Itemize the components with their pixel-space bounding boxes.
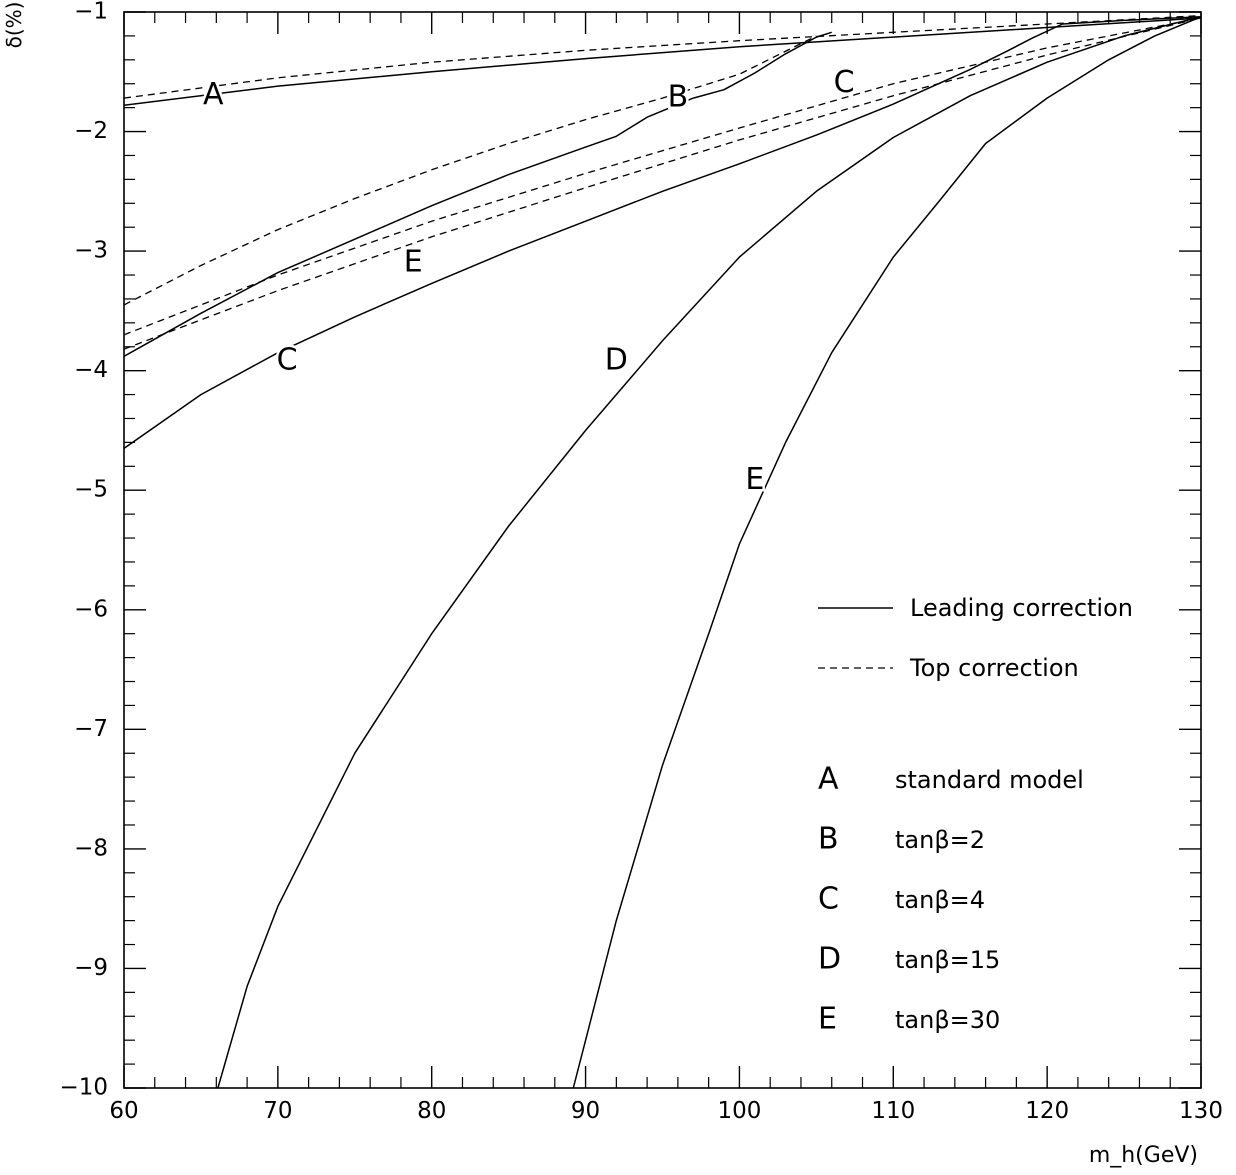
x-tick-label: 70 [263, 1098, 292, 1124]
curve-label-C: C [277, 343, 298, 378]
curve-C-dashed [123, 17, 1202, 336]
legend-key-letter: B [818, 822, 839, 857]
curve-C-solid [123, 16, 1202, 450]
curve-B-solid [123, 31, 832, 357]
y-tick-label: −2 [74, 118, 108, 144]
y-tick-label: −6 [74, 596, 108, 622]
y-tick-label: −5 [74, 477, 108, 503]
curve-label-E: E [745, 462, 764, 497]
curve-A-dashed [123, 14, 1202, 99]
curve-label-C: C [834, 65, 855, 100]
curve-A-solid [123, 17, 1202, 107]
y-tick-label: −4 [74, 357, 108, 383]
x-tick-label: 110 [871, 1098, 915, 1124]
legend-key-letter: A [818, 762, 839, 797]
x-tick-label: 120 [1025, 1098, 1069, 1124]
legend-key-label: tanβ=2 [895, 826, 985, 854]
y-tick-label: −1 [74, 0, 108, 25]
y-tick-label: −9 [74, 955, 108, 981]
axis-ticks: 60 70 80 90 100 110 120 130 −1 −2 −3 −4 −5 −6 −7 −8 −9 −1… [59, 0, 1223, 1124]
legend-dashed-label: Top correction [909, 654, 1079, 682]
legend-key-label: tanβ=30 [895, 1006, 1000, 1034]
curve-label-E: E [404, 245, 423, 280]
y-tick-label: −8 [74, 835, 108, 861]
x-tick-label: 80 [417, 1098, 446, 1124]
legend-key-letter: C [818, 882, 839, 917]
curve-E-dashed [123, 17, 1202, 350]
curve-B-dashed [123, 35, 817, 306]
curve-E-solid [572, 16, 1202, 1089]
x-tick-label: 130 [1179, 1098, 1223, 1124]
legend-key-label: tanβ=15 [895, 946, 1000, 974]
curve-label-D: D [605, 343, 628, 378]
x-axis-label: m_h(GeV) [1089, 1143, 1198, 1168]
y-tick-label: −3 [74, 238, 108, 264]
curve-layer [123, 14, 1202, 1089]
y-axis-label: δ(%) [2, 2, 26, 49]
y-tick-label: −7 [74, 716, 108, 742]
x-tick-label: 60 [109, 1098, 138, 1124]
curve-label-layer: A B C C D E E [200, 63, 857, 500]
legend-key-letter: D [818, 942, 841, 977]
legend-key-label: tanβ=4 [895, 886, 985, 914]
legend-solid-label: Leading correction [910, 594, 1133, 622]
y-tick-label: −10 [59, 1075, 108, 1101]
legend-key-letter: E [818, 1002, 837, 1037]
curve-label-B: B [668, 80, 689, 115]
x-tick-label: 100 [717, 1098, 761, 1124]
curve-D-solid [217, 16, 1202, 1089]
curve-label-A: A [203, 77, 224, 112]
legend-key-label: standard model [895, 766, 1084, 794]
plot-frame [123, 11, 1202, 1089]
x-tick-label: 90 [571, 1098, 600, 1124]
axis-label-layer: m_h(GeV) δ(%) [2, 2, 1198, 1168]
